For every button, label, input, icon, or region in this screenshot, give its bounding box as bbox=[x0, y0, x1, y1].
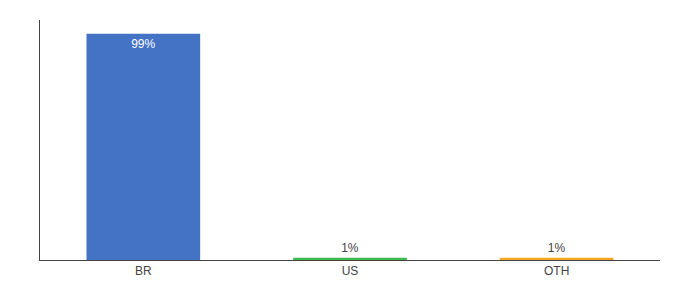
svg-text:1%: 1% bbox=[548, 241, 566, 255]
svg-text:OTH: OTH bbox=[544, 264, 569, 278]
svg-text:US: US bbox=[342, 264, 359, 278]
svg-text:BR: BR bbox=[135, 264, 152, 278]
svg-text:1%: 1% bbox=[341, 241, 359, 255]
svg-text:99%: 99% bbox=[131, 37, 155, 51]
